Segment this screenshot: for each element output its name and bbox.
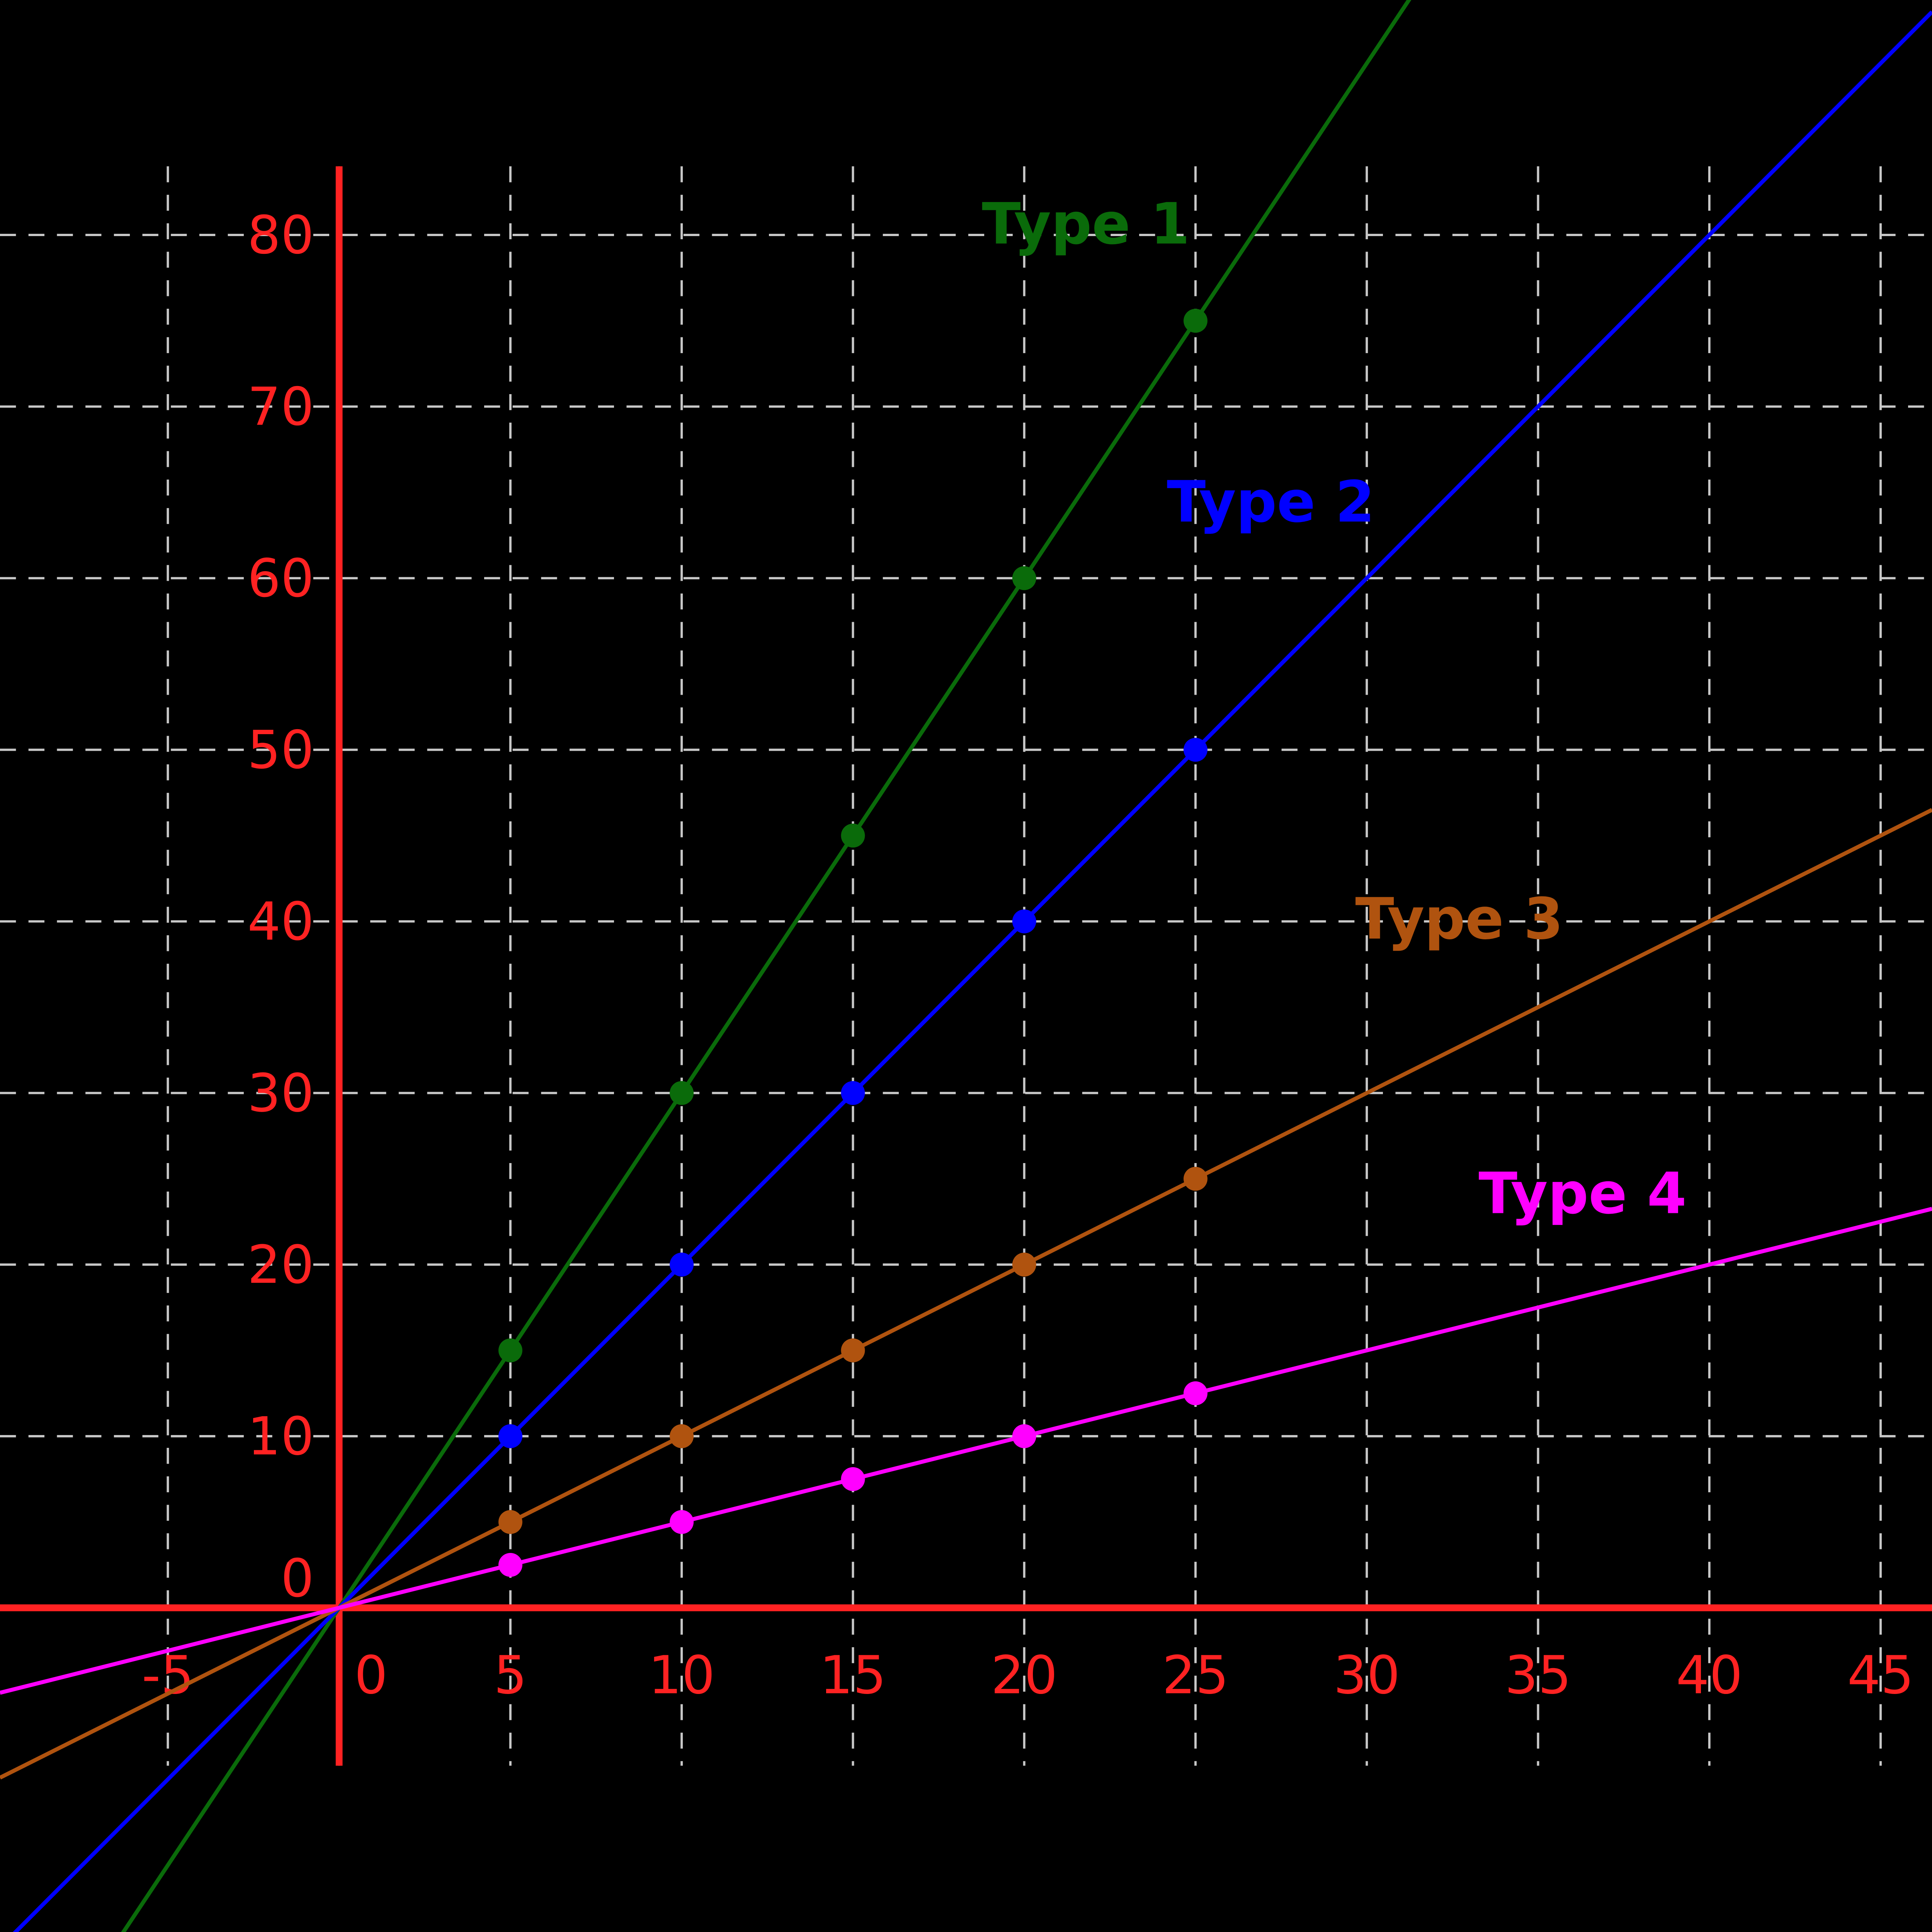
- y-tick-label: 40: [247, 891, 314, 952]
- x-tick-label: 20: [991, 1645, 1058, 1706]
- y-tick-label: 0: [281, 1548, 314, 1609]
- data-point-type-4: [498, 1553, 522, 1577]
- series-line-4: [0, 1207, 1932, 1695]
- y-tick-label: 30: [247, 1063, 314, 1124]
- data-point-type-3: [498, 1510, 522, 1534]
- data-point-type-3: [1184, 1167, 1208, 1191]
- series-line-3: [0, 808, 1932, 1780]
- data-point-type-3: [841, 1338, 865, 1362]
- data-point-type-1: [498, 1338, 522, 1362]
- data-point-type-2: [498, 1424, 522, 1448]
- data-point-type-1: [670, 1081, 694, 1105]
- x-tick-label: 5: [494, 1645, 527, 1706]
- data-point-type-3: [1012, 1252, 1036, 1277]
- y-tick-label: 80: [247, 204, 314, 265]
- x-tick-label: 30: [1333, 1645, 1400, 1706]
- data-point-type-4: [1012, 1424, 1036, 1448]
- y-tick-label: 70: [247, 376, 314, 437]
- series-label-3: Type 3: [1355, 886, 1563, 952]
- chart-background: [0, 166, 1932, 1766]
- x-tick-label: 25: [1162, 1645, 1229, 1706]
- series-label-2: Type 2: [1167, 469, 1375, 535]
- data-point-type-4: [670, 1510, 694, 1534]
- data-point-type-3: [670, 1424, 694, 1448]
- data-point-type-2: [670, 1252, 694, 1277]
- data-point-type-2: [1184, 738, 1208, 762]
- data-point-type-2: [841, 1081, 865, 1105]
- x-tick-label: 35: [1505, 1645, 1571, 1706]
- series-label-4: Type 4: [1479, 1160, 1687, 1227]
- series-line-2: [12, 10, 1932, 1932]
- y-tick-label: 60: [247, 548, 314, 609]
- data-point-type-1: [841, 823, 865, 848]
- series-label-1: Type 1: [982, 190, 1190, 257]
- y-tick-label: 10: [247, 1406, 314, 1467]
- x-tick-label: 0: [354, 1645, 388, 1706]
- x-tick-label: 45: [1847, 1645, 1914, 1706]
- data-point-type-1: [1184, 309, 1208, 333]
- x-tick-label: 15: [820, 1645, 886, 1706]
- data-point-type-2: [1012, 909, 1036, 934]
- x-tick-label: 40: [1676, 1645, 1743, 1706]
- y-tick-label: 50: [247, 719, 314, 781]
- data-point-type-1: [1012, 566, 1036, 590]
- y-tick-label: 20: [247, 1234, 314, 1295]
- data-point-type-4: [1184, 1381, 1208, 1405]
- x-tick-label: 10: [648, 1645, 715, 1706]
- data-point-type-4: [841, 1467, 865, 1491]
